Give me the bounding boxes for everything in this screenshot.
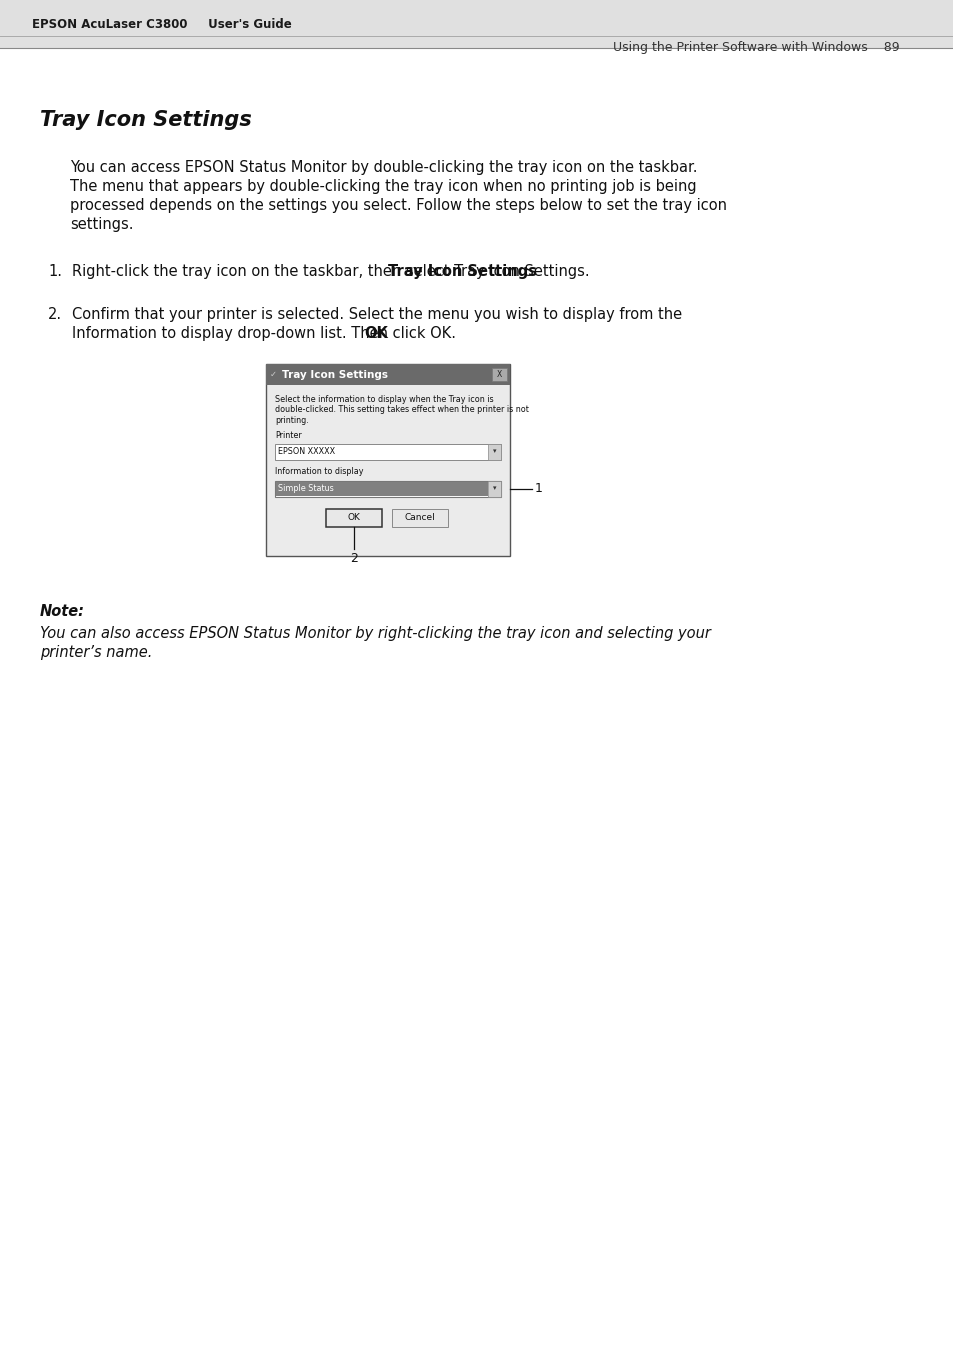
Text: 2.: 2. (48, 307, 62, 322)
Text: ▾: ▾ (493, 485, 496, 492)
Text: settings.: settings. (70, 218, 133, 232)
Text: Information to display drop-down list. Then click OK.: Information to display drop-down list. T… (71, 326, 456, 340)
Text: You can access EPSON Status Monitor by double-clicking the tray icon on the task: You can access EPSON Status Monitor by d… (70, 159, 697, 176)
Bar (274, 481, 500, 497)
Text: X: X (497, 370, 501, 380)
Text: OK: OK (364, 326, 388, 340)
Text: Printer: Printer (274, 431, 301, 439)
Bar (275, 481, 488, 496)
Text: Select the information to display when the Tray icon is: Select the information to display when t… (274, 394, 493, 404)
Bar (488, 481, 500, 497)
Text: 1: 1 (535, 482, 542, 494)
Bar (274, 443, 500, 459)
Bar (266, 363, 510, 385)
Bar (326, 508, 381, 527)
Bar (266, 363, 510, 557)
Bar (492, 367, 506, 381)
Text: You can also access EPSON Status Monitor by right-clicking the tray icon and sel: You can also access EPSON Status Monitor… (40, 626, 710, 640)
Text: printer’s name.: printer’s name. (40, 644, 152, 661)
Text: Confirm that your printer is selected. Select the menu you wish to display from : Confirm that your printer is selected. S… (71, 307, 681, 322)
Text: EPSON AcuLaser C3800     User's Guide: EPSON AcuLaser C3800 User's Guide (32, 18, 292, 31)
Text: Simple Status: Simple Status (277, 484, 334, 493)
Text: EPSON XXXXX: EPSON XXXXX (277, 447, 335, 457)
Text: ▾: ▾ (493, 449, 496, 454)
Text: 1.: 1. (48, 263, 62, 280)
Text: printing.: printing. (274, 416, 309, 426)
Text: Tray Icon Settings: Tray Icon Settings (388, 263, 537, 280)
Text: Cancel: Cancel (404, 513, 435, 521)
Text: 2: 2 (350, 551, 357, 565)
Text: Tray Icon Settings: Tray Icon Settings (40, 109, 252, 130)
Text: processed depends on the settings you select. Follow the steps below to set the : processed depends on the settings you se… (70, 199, 726, 213)
Text: Right-click the tray icon on the taskbar, then select Tray Icon Settings.: Right-click the tray icon on the taskbar… (71, 263, 589, 280)
Bar (392, 508, 448, 527)
Text: double-clicked. This setting takes effect when the printer is not: double-clicked. This setting takes effec… (274, 405, 528, 415)
Bar (0, 0, 953, 49)
Text: Using the Printer Software with Windows    89: Using the Printer Software with Windows … (613, 42, 899, 54)
Text: The menu that appears by double-clicking the tray icon when no printing job is b: The menu that appears by double-clicking… (70, 178, 696, 195)
Text: Information to display: Information to display (274, 467, 363, 477)
Text: Note:: Note: (40, 604, 85, 619)
Text: ✓: ✓ (270, 370, 276, 380)
Bar (488, 443, 500, 459)
Text: OK: OK (347, 513, 360, 521)
Text: Tray Icon Settings: Tray Icon Settings (282, 370, 388, 380)
